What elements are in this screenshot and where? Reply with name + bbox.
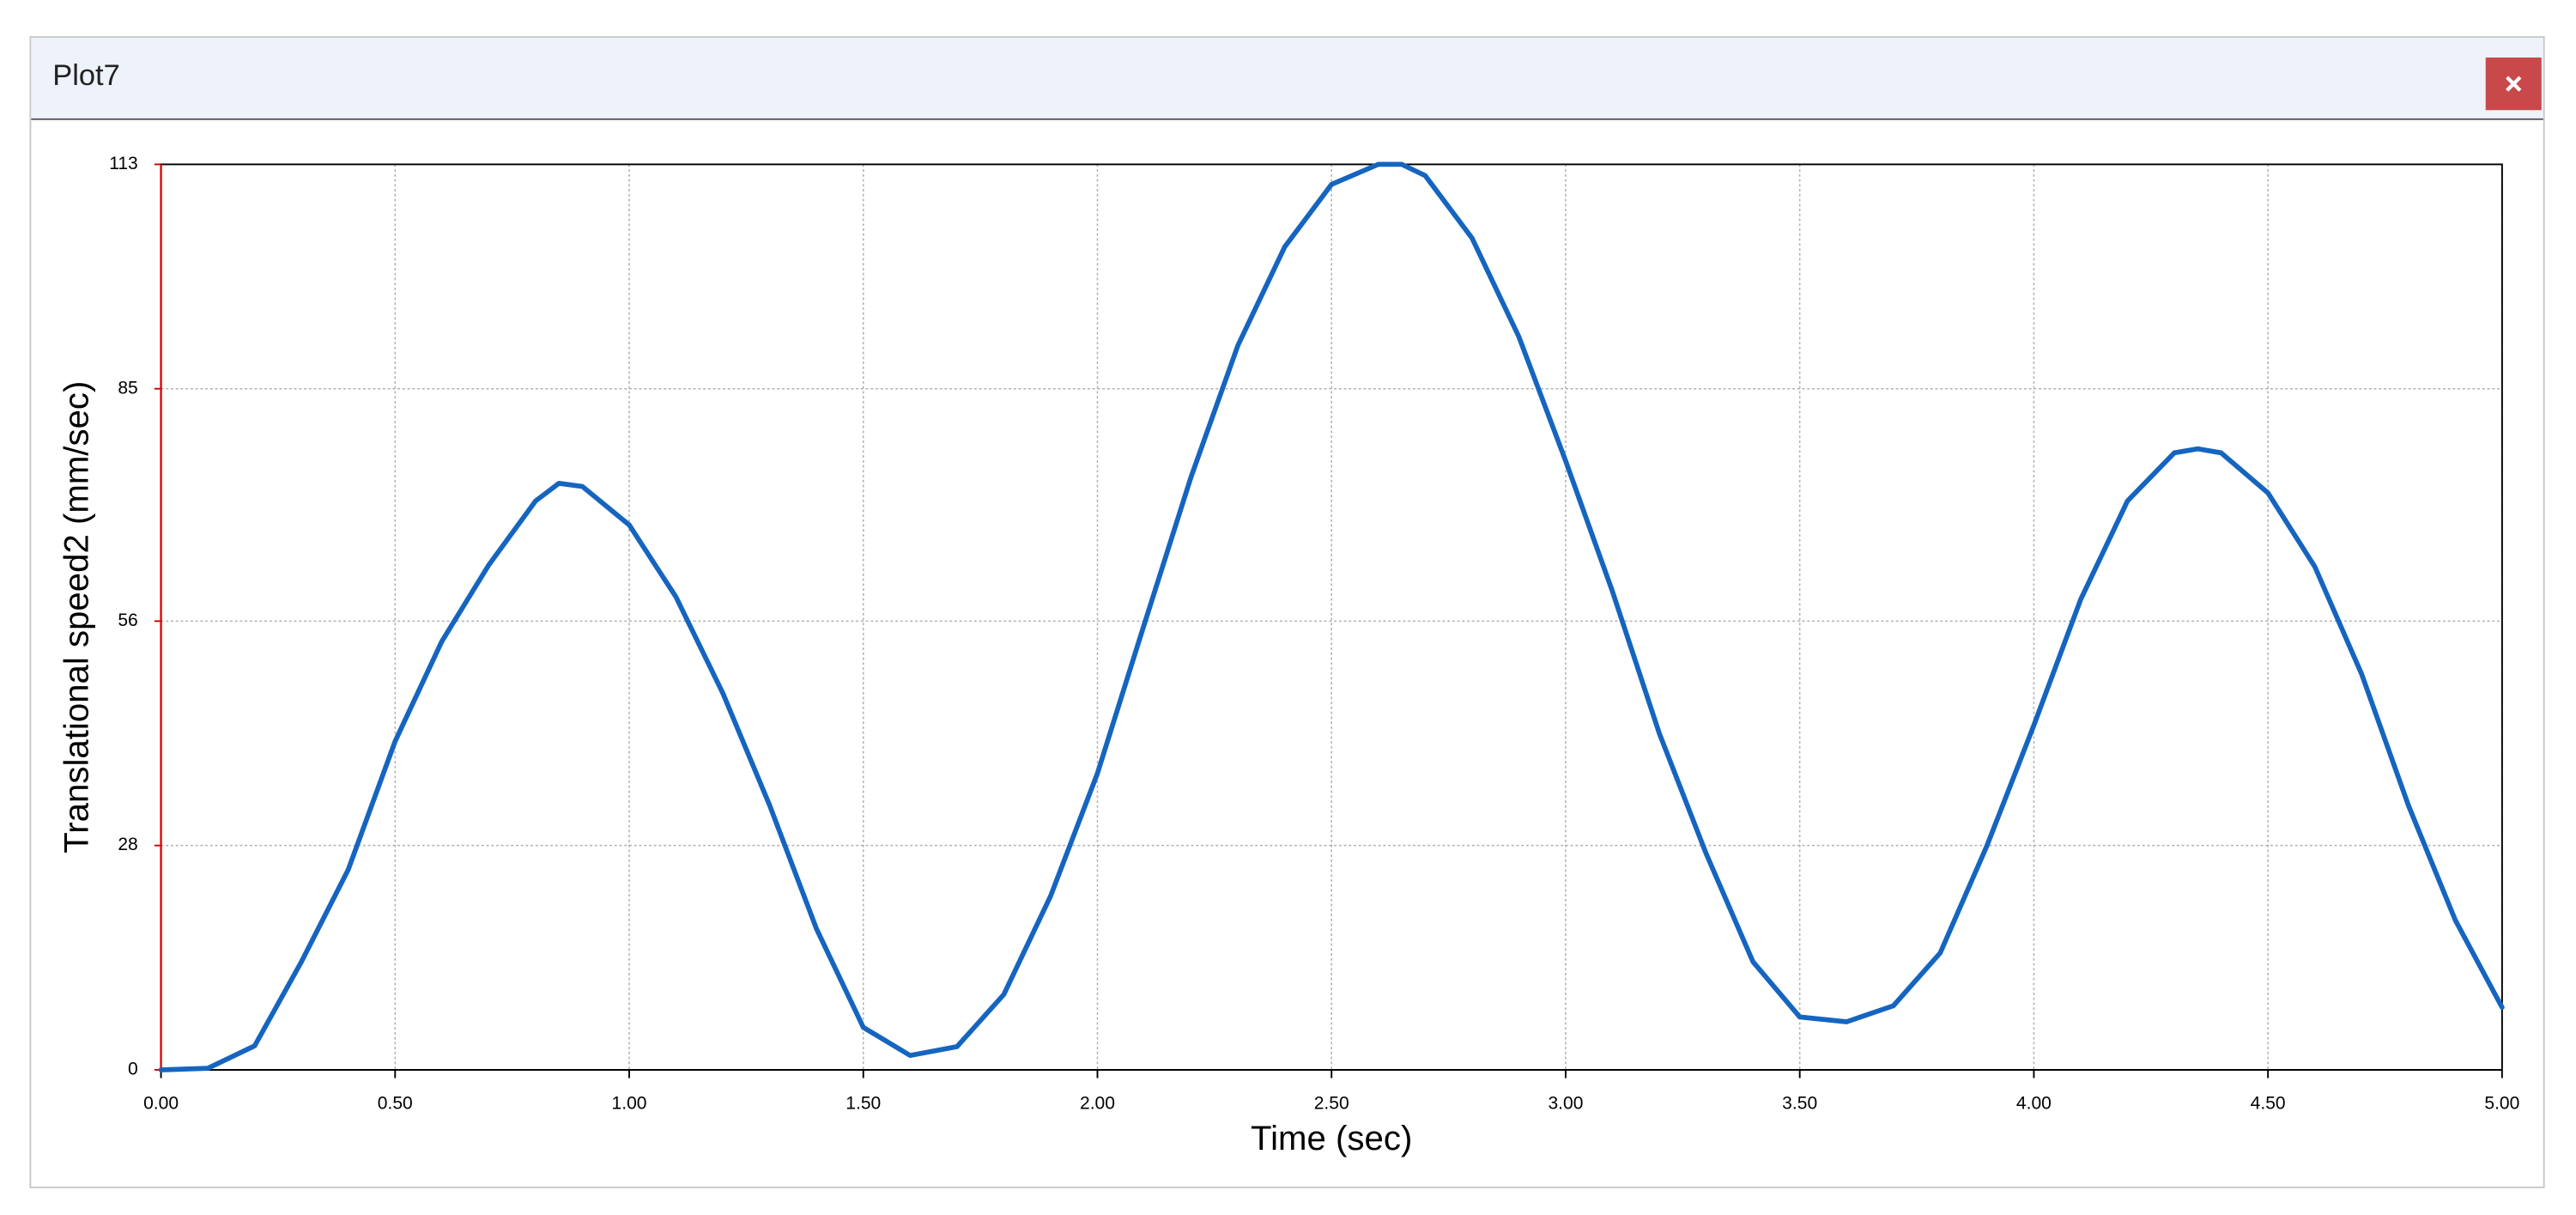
x-tick-label: 1.50 [846,1094,881,1114]
x-tick-label: 1.00 [612,1094,647,1114]
y-tick-label: 85 [118,378,137,398]
x-tick-label: 2.00 [1080,1094,1115,1114]
y-tick-label: 28 [118,835,137,854]
plot: 0 28 56 85 113 0.00 0.50 1.00 1.50 2.00 2.50 3.00 3.… [57,154,2519,1157]
window-title: Plot7 [52,59,119,92]
y-tick-label: 113 [109,154,138,173]
y-tick-label: 56 [118,611,137,630]
title-bar [31,38,2543,118]
y-tick-label: 0 [128,1060,138,1079]
y-axis-label: Translational speed2 (mm/sec) [57,381,95,854]
x-axis-label: Time (sec) [1251,1119,1412,1157]
x-tick-label: 5.00 [2484,1094,2519,1114]
x-tick-label: 3.00 [1548,1094,1583,1114]
x-tick-label: 0.00 [143,1094,179,1114]
x-tick-label: 0.50 [378,1094,413,1114]
x-tick-label: 4.00 [2016,1094,2052,1114]
x-tick-label: 3.50 [1782,1094,1817,1114]
window-frame [29,36,2545,1188]
x-tick-label: 4.50 [2251,1094,2286,1114]
close-icon[interactable] [2506,76,2522,92]
close-button[interactable] [2485,58,2542,111]
x-tick-label: 2.50 [1314,1094,1349,1114]
data-line [158,161,2505,1072]
